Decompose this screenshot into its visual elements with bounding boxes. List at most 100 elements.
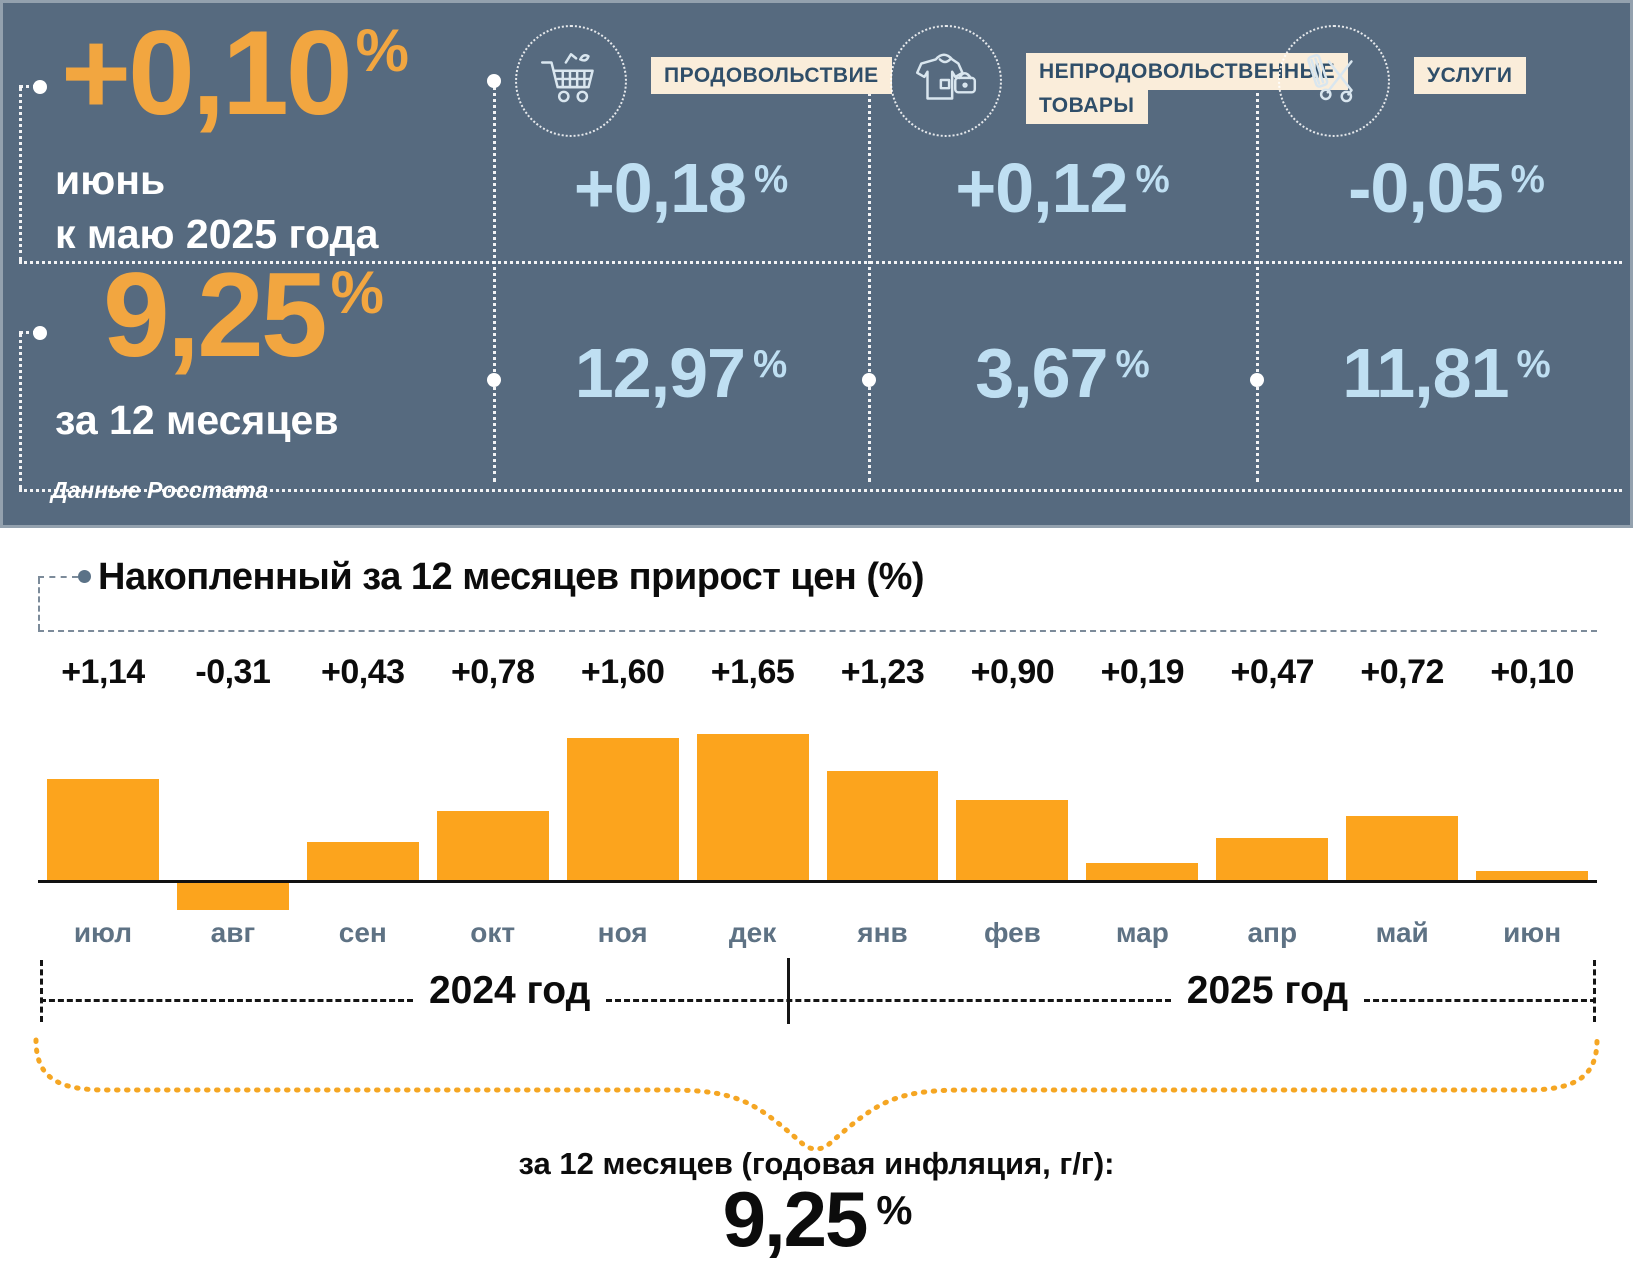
- title-guide-line: [38, 578, 40, 630]
- bar: [47, 779, 159, 880]
- percent-sign: %: [876, 1186, 912, 1233]
- bar-slot: +0,78 окт: [428, 644, 558, 957]
- food-monthly-value: +0,18%: [573, 149, 788, 227]
- guide-dot: [487, 74, 501, 88]
- bar-value-label: +1,23: [840, 652, 925, 691]
- row-separator-line: [19, 261, 1622, 264]
- bar-value-label: +0,90: [970, 652, 1055, 691]
- bar-month-label: авг: [210, 917, 256, 948]
- nonfood-monthly-value: +0,12%: [955, 149, 1169, 227]
- headline-monthly-value: +0,10%: [61, 6, 409, 140]
- services-icon-circle: [1278, 25, 1390, 137]
- bracket-line: [40, 998, 413, 1002]
- bar: [566, 738, 679, 880]
- clothes-and-bag-icon: [915, 53, 977, 100]
- bar: [956, 800, 1069, 880]
- bar-value-label: +0,47: [1230, 652, 1315, 691]
- year-divider-line: [786, 958, 790, 1024]
- bar-slot: -0,31 авг: [168, 644, 298, 957]
- summary-value: 9,25%: [722, 1175, 913, 1263]
- services-monthly-value: -0,05%: [1348, 149, 1545, 227]
- nonfood-annual-value: 3,67%: [975, 334, 1150, 412]
- bar: [1086, 863, 1199, 880]
- percent-sign: %: [355, 16, 409, 84]
- bar: [1216, 838, 1329, 880]
- services-label-chip: УСЛУГИ: [1414, 57, 1614, 94]
- title-guide-line: [38, 630, 1597, 632]
- headline-annual-value: 9,25%: [103, 248, 384, 382]
- source-note: Данные Росстата: [51, 477, 269, 503]
- guide-line: [19, 333, 22, 489]
- bar-month-label: мар: [1115, 917, 1169, 948]
- title-guide-line: [38, 576, 78, 578]
- column-separator: [493, 80, 496, 482]
- banner: +0,10% июнь к маю 2025 года 9,25% за 12 …: [0, 0, 1633, 528]
- bar: [1476, 871, 1589, 880]
- services-annual-value: 11,81%: [1342, 334, 1551, 412]
- bar-month-label: окт: [470, 917, 516, 948]
- bar-month-label: июн: [1503, 917, 1562, 948]
- bar-month-label: сен: [338, 917, 387, 948]
- bar-chart: +1,14 июл -0,31 авг +0,43 сен +0,78 окт +1,60 ноя…: [38, 644, 1597, 957]
- bar-slot: +0,47 апр: [1207, 644, 1337, 957]
- bar-slot: +1,65 дек: [688, 644, 818, 957]
- bar: [1346, 816, 1459, 880]
- title-bullet-dot: [78, 570, 91, 583]
- shopping-cart-icon: [540, 53, 594, 103]
- headline-monthly-caption: июнь к маю 2025 года: [55, 157, 379, 258]
- bar-slot: +1,23 янв: [818, 644, 948, 957]
- footer-separator-line: [19, 489, 1622, 492]
- column-separator: [868, 80, 871, 482]
- bar-value-label: -0,31: [195, 652, 271, 691]
- bar-slot: +0,10 июн: [1467, 644, 1597, 957]
- percent-sign: %: [1516, 342, 1551, 386]
- year-label-2025: 2025 год: [1186, 969, 1349, 1012]
- bar-month-label: май: [1375, 917, 1429, 948]
- percent-sign: %: [1135, 157, 1169, 201]
- bar-value-label: +1,14: [61, 652, 145, 691]
- bar-month-label: фев: [983, 917, 1041, 948]
- nonfood-label-chip: НЕПРОДОВОЛЬСТВЕННЫЕ ТОВАРЫ: [1026, 53, 1349, 124]
- bar-value-label: +1,60: [580, 652, 665, 691]
- percent-sign: %: [1115, 342, 1150, 386]
- bracket-line: [1364, 998, 1596, 1002]
- guide-dot: [487, 373, 501, 387]
- summary-caption: за 12 месяцев (годовая инфляция, г/г):: [518, 1146, 1115, 1181]
- percent-sign: %: [752, 342, 787, 386]
- guide-dot: [1250, 373, 1264, 387]
- guide-dot: [862, 373, 876, 387]
- percent-sign: %: [753, 157, 788, 201]
- bar-slot: +1,60 ноя: [558, 644, 688, 957]
- bracket-right-tick: [1593, 960, 1596, 1022]
- bar: [176, 883, 289, 910]
- year-label-2024: 2024 год: [428, 969, 591, 1012]
- food-icon-circle: [515, 25, 627, 137]
- bracket-left-tick: [40, 960, 43, 1022]
- percent-sign: %: [1510, 157, 1545, 201]
- bar-value-label: +1,65: [710, 652, 795, 691]
- chart-title: Накопленный за 12 месяцев прирост цен (%…: [98, 556, 925, 598]
- bar-slot: +0,43 сен: [298, 644, 428, 957]
- bar-value-label: +0,72: [1360, 652, 1444, 691]
- bracket-line: [606, 998, 1171, 1002]
- guide-line: [19, 85, 37, 88]
- guide-line: [19, 331, 37, 334]
- bar-month-label: дек: [728, 917, 777, 948]
- year-bracket: 2024 год 2025 год: [40, 958, 1596, 1024]
- bar-month-label: июл: [73, 917, 133, 948]
- guide-line: [19, 87, 22, 261]
- scissors-and-comb-icon: [1307, 54, 1353, 103]
- bar-slot: +1,14 июл: [38, 644, 168, 957]
- bar-month-label: апр: [1247, 917, 1298, 948]
- summary-brace: [33, 1037, 1600, 1152]
- food-annual-value: 12,97%: [574, 334, 787, 412]
- food-label-chip: ПРОДОВОЛЬСТВИЕ: [651, 57, 892, 94]
- bar: [306, 842, 419, 880]
- percent-sign: %: [330, 258, 384, 326]
- column-separator: [1256, 80, 1259, 482]
- bar-value-label: +0,19: [1100, 652, 1185, 691]
- headline-annual-caption: за 12 месяцев: [55, 397, 339, 443]
- bar: [696, 734, 809, 880]
- nonfood-icon-circle: [890, 25, 1002, 137]
